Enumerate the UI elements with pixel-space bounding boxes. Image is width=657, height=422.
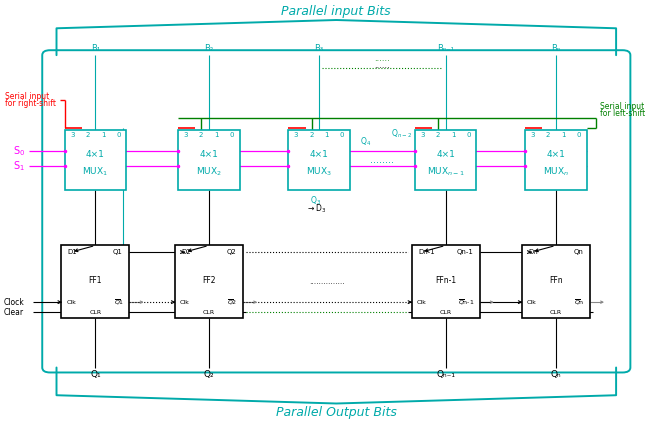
Text: 2: 2 xyxy=(199,132,204,138)
Text: Clk: Clk xyxy=(180,300,190,305)
Text: FFn-1: FFn-1 xyxy=(435,276,456,285)
Text: 1: 1 xyxy=(561,132,566,138)
Bar xyxy=(64,130,126,189)
Bar xyxy=(175,246,243,318)
Text: $\overline{Q}$2: $\overline{Q}$2 xyxy=(227,298,238,307)
Bar xyxy=(178,130,240,189)
Text: 0: 0 xyxy=(466,132,471,138)
Text: 2: 2 xyxy=(436,132,440,138)
Text: Q2: Q2 xyxy=(227,249,237,255)
Text: Bₙ₋₁: Bₙ₋₁ xyxy=(437,44,454,53)
Text: 0: 0 xyxy=(230,132,235,138)
Text: 4×1: 4×1 xyxy=(309,150,328,160)
Text: 1: 1 xyxy=(451,132,455,138)
Text: 1: 1 xyxy=(325,132,329,138)
Text: 2: 2 xyxy=(309,132,313,138)
Text: CLR: CLR xyxy=(550,310,562,314)
Text: CLR: CLR xyxy=(89,310,101,314)
Text: S$_0$: S$_0$ xyxy=(13,144,25,157)
Text: CLR: CLR xyxy=(203,310,215,314)
Text: Q1: Q1 xyxy=(113,249,123,255)
Text: 3: 3 xyxy=(530,132,535,138)
Text: MUX$_1$: MUX$_1$ xyxy=(82,165,108,178)
Text: Q$_4$: Q$_4$ xyxy=(359,136,371,148)
Text: 3: 3 xyxy=(420,132,424,138)
Text: 0: 0 xyxy=(340,132,344,138)
Text: Dn-1: Dn-1 xyxy=(418,249,435,255)
Text: $\rightarrow$D$_3$: $\rightarrow$D$_3$ xyxy=(306,203,326,215)
Text: 4×1: 4×1 xyxy=(436,150,455,160)
Text: for right-shift: for right-shift xyxy=(5,100,56,108)
Text: Q$_3$: Q$_3$ xyxy=(310,195,321,207)
Text: MUX$_n$: MUX$_n$ xyxy=(543,165,569,178)
Text: 1: 1 xyxy=(214,132,219,138)
Text: 0: 0 xyxy=(116,132,121,138)
Bar xyxy=(61,246,129,318)
Text: 3: 3 xyxy=(183,132,188,138)
Text: Qn: Qn xyxy=(574,249,583,255)
Text: FFn: FFn xyxy=(549,276,562,285)
Text: Parallel input Bits: Parallel input Bits xyxy=(281,5,391,18)
Text: Serial input: Serial input xyxy=(600,103,644,111)
Text: ...............: ............... xyxy=(309,277,345,286)
Text: FF2: FF2 xyxy=(202,276,215,285)
Text: Dn: Dn xyxy=(528,249,538,255)
Bar xyxy=(522,246,590,318)
Text: B₂: B₂ xyxy=(204,44,214,53)
Text: Q$_{n-2}$: Q$_{n-2}$ xyxy=(391,127,411,140)
Text: S$_1$: S$_1$ xyxy=(13,159,25,173)
Text: Serial input: Serial input xyxy=(5,92,49,101)
Text: Parallel Output Bits: Parallel Output Bits xyxy=(276,406,397,419)
Text: Qₙ₋₁: Qₙ₋₁ xyxy=(436,370,455,379)
Text: B₁: B₁ xyxy=(91,44,100,53)
Text: 2: 2 xyxy=(546,132,551,138)
Text: MUX$_2$: MUX$_2$ xyxy=(196,165,222,178)
Text: Bₙ: Bₙ xyxy=(551,44,560,53)
Bar xyxy=(288,130,350,189)
Text: $\overline{Q}$1: $\overline{Q}$1 xyxy=(114,298,124,307)
Text: Clk: Clk xyxy=(66,300,76,305)
Text: Qₙ: Qₙ xyxy=(551,370,561,379)
Text: for left-shift: for left-shift xyxy=(600,109,645,119)
Bar xyxy=(525,130,587,189)
Text: MUX$_3$: MUX$_3$ xyxy=(306,165,332,178)
Text: D2: D2 xyxy=(181,249,191,255)
Bar xyxy=(411,246,480,318)
Text: Clk: Clk xyxy=(417,300,426,305)
Text: Q₂: Q₂ xyxy=(204,370,214,379)
Text: 1: 1 xyxy=(101,132,105,138)
Text: Q₁: Q₁ xyxy=(90,370,101,379)
Text: 0: 0 xyxy=(577,132,581,138)
Text: 4×1: 4×1 xyxy=(547,150,565,160)
Text: FF1: FF1 xyxy=(89,276,102,285)
Text: CLR: CLR xyxy=(440,310,451,314)
Text: Clk: Clk xyxy=(527,300,537,305)
Text: MUX$_{n-1}$: MUX$_{n-1}$ xyxy=(426,165,464,178)
Text: ......: ...... xyxy=(374,54,390,63)
Text: 3: 3 xyxy=(70,132,74,138)
Text: ........: ........ xyxy=(371,154,394,165)
Text: B₃: B₃ xyxy=(315,44,324,53)
Text: 4×1: 4×1 xyxy=(86,150,105,160)
Text: $\overline{Q}$n-1: $\overline{Q}$n-1 xyxy=(458,298,474,307)
Text: Clock: Clock xyxy=(3,298,24,307)
Text: 2: 2 xyxy=(85,132,90,138)
Bar xyxy=(415,130,476,189)
Text: Qn-1: Qn-1 xyxy=(456,249,473,255)
Text: ......: ...... xyxy=(374,61,390,70)
Text: 4×1: 4×1 xyxy=(200,150,218,160)
Text: 3: 3 xyxy=(294,132,298,138)
Text: Clear: Clear xyxy=(3,308,24,316)
Text: D1: D1 xyxy=(68,249,78,255)
Text: $\overline{Q}$n: $\overline{Q}$n xyxy=(574,298,585,307)
